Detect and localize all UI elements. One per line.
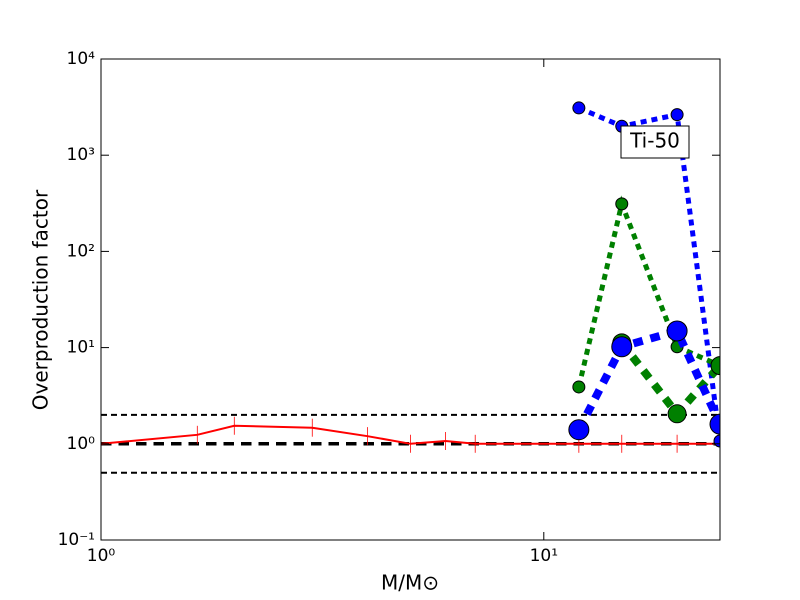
marker	[666, 320, 688, 342]
y-tick-label: 10¹	[67, 338, 95, 358]
y-tick-label: 10²	[67, 241, 95, 261]
series-line	[577, 105, 720, 442]
annotation-text: Ti-50	[629, 129, 680, 153]
annotation: Ti-50	[620, 125, 690, 159]
y-axis-label: Overproduction factor	[29, 189, 53, 410]
series-line	[575, 326, 720, 432]
marker	[572, 101, 586, 115]
plot-area	[101, 101, 720, 474]
x-tick-label: 10⁰	[87, 546, 116, 566]
axes-frame	[100, 58, 721, 541]
y-tick-label: 10⁻¹	[58, 530, 95, 550]
y-tick-label: 10³	[67, 145, 95, 165]
x-tick-label: 10¹	[530, 546, 558, 566]
series-line	[101, 424, 720, 445]
marker	[667, 404, 687, 424]
series-line	[576, 195, 720, 388]
y-tick-label: 10⁴	[67, 49, 96, 69]
y-tick-label: 10⁰	[67, 434, 96, 454]
marker	[568, 419, 590, 441]
annotation-box	[620, 125, 690, 159]
marker	[572, 380, 586, 394]
x-axis-label: M/M⊙	[381, 571, 439, 595]
marker	[611, 336, 633, 358]
marker	[710, 356, 720, 376]
marker	[709, 413, 720, 435]
marker	[615, 197, 629, 211]
marker	[670, 108, 684, 122]
